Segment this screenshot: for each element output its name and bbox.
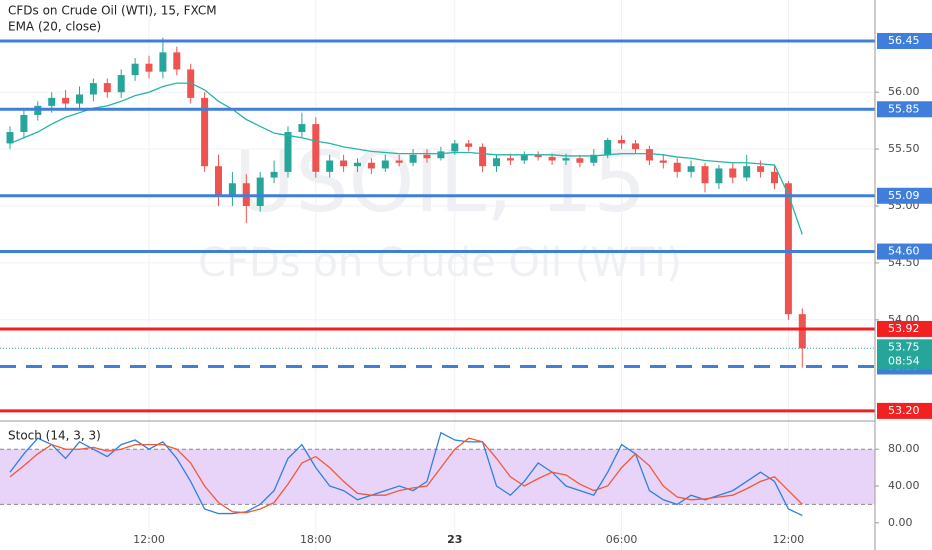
level-label: 55.09 (888, 189, 920, 202)
candle-body (423, 154, 431, 159)
candle-body (298, 124, 306, 133)
candle-body (159, 52, 167, 72)
candle-body (645, 149, 653, 161)
candle-body (784, 183, 792, 315)
candle-body (798, 314, 806, 349)
candle-body (687, 166, 695, 172)
candle-body (89, 83, 97, 95)
candle-body (576, 158, 584, 163)
level-label: 53.92 (888, 322, 920, 335)
x-tick-label: 18:00 (300, 533, 332, 546)
candle-body (590, 154, 598, 163)
last-price-box (877, 339, 932, 370)
candle-body (103, 83, 111, 93)
marks (0, 37, 875, 517)
candle-body (743, 166, 751, 178)
candle-body (326, 160, 334, 172)
stoch-band (0, 449, 875, 505)
x-tick-label: 12:00 (133, 533, 165, 546)
candle-body (520, 154, 528, 161)
candle-body (757, 166, 765, 172)
candle-body (340, 160, 348, 167)
candle-body (215, 166, 222, 195)
candle-body (493, 158, 500, 167)
candle-body (659, 160, 667, 163)
candle-body (437, 151, 445, 159)
chart-title: CFDs on Crude Oil (WTI), 15, FXCM (8, 4, 217, 18)
candle-body (395, 160, 403, 163)
candle-body (479, 146, 487, 167)
candle-body (451, 143, 459, 152)
candle-body (771, 171, 778, 184)
candle-body (256, 177, 264, 207)
candle-body (145, 63, 153, 72)
level-label-box (877, 402, 932, 419)
candle-body (201, 97, 209, 167)
candle-body (6, 132, 14, 144)
candle-body (312, 124, 320, 172)
candle-body (673, 162, 681, 172)
candle-body (506, 158, 514, 161)
candle-body (131, 63, 139, 76)
candle-body (715, 168, 723, 184)
candle-body (618, 140, 626, 144)
candle-body (562, 158, 570, 161)
x-tick-label: 12:00 (773, 533, 805, 546)
level-label: 55.85 (888, 102, 920, 115)
candle-body (604, 140, 612, 155)
level-label: 56.45 (888, 34, 920, 47)
candle-body (76, 94, 83, 104)
candle-body (729, 168, 737, 178)
candle-body (701, 166, 709, 184)
candle-body (173, 52, 181, 70)
x-tick-label: 06:00 (606, 533, 638, 546)
y-tick-label: 55.50 (888, 142, 920, 155)
level-label: 54.60 (888, 245, 920, 258)
candle-body (354, 162, 361, 167)
candle-body (381, 160, 389, 169)
y-tick-label: 40.00 (888, 479, 920, 492)
watermark-symbol: USOIL, 15 (234, 133, 647, 231)
candle-body (62, 97, 70, 104)
stoch-title: Stoch (14, 3, 3) (8, 429, 101, 443)
candle-body (534, 154, 542, 158)
candle-body (409, 154, 417, 163)
x-tick-label: 23 (447, 533, 462, 546)
candle-body (284, 132, 292, 172)
candle-body (270, 171, 278, 178)
level-label-box (877, 32, 932, 49)
candle-body (117, 75, 125, 93)
last-price-label: 53.75 (888, 340, 920, 353)
y-tick-label: 80.00 (888, 442, 920, 455)
candle-body (48, 97, 56, 106)
countdown-label: 08:54 (888, 354, 920, 367)
candle-body (228, 183, 236, 195)
y-tick-label: 56.00 (888, 85, 920, 98)
candle-body (632, 143, 639, 150)
level-label-box (877, 187, 932, 204)
level-label-box (877, 243, 932, 260)
ema-line (9, 82, 803, 235)
candle-body (20, 114, 28, 133)
level-label: 53.20 (888, 404, 920, 417)
y-tick-label: 0.00 (888, 516, 913, 529)
candle-body (367, 162, 375, 169)
candle-body (465, 143, 473, 147)
level-label-box (877, 101, 932, 118)
level-label-box (877, 320, 932, 337)
indicator-label: EMA (20, close) (8, 20, 101, 34)
stoch-line (9, 437, 803, 514)
candle-body (548, 157, 556, 161)
